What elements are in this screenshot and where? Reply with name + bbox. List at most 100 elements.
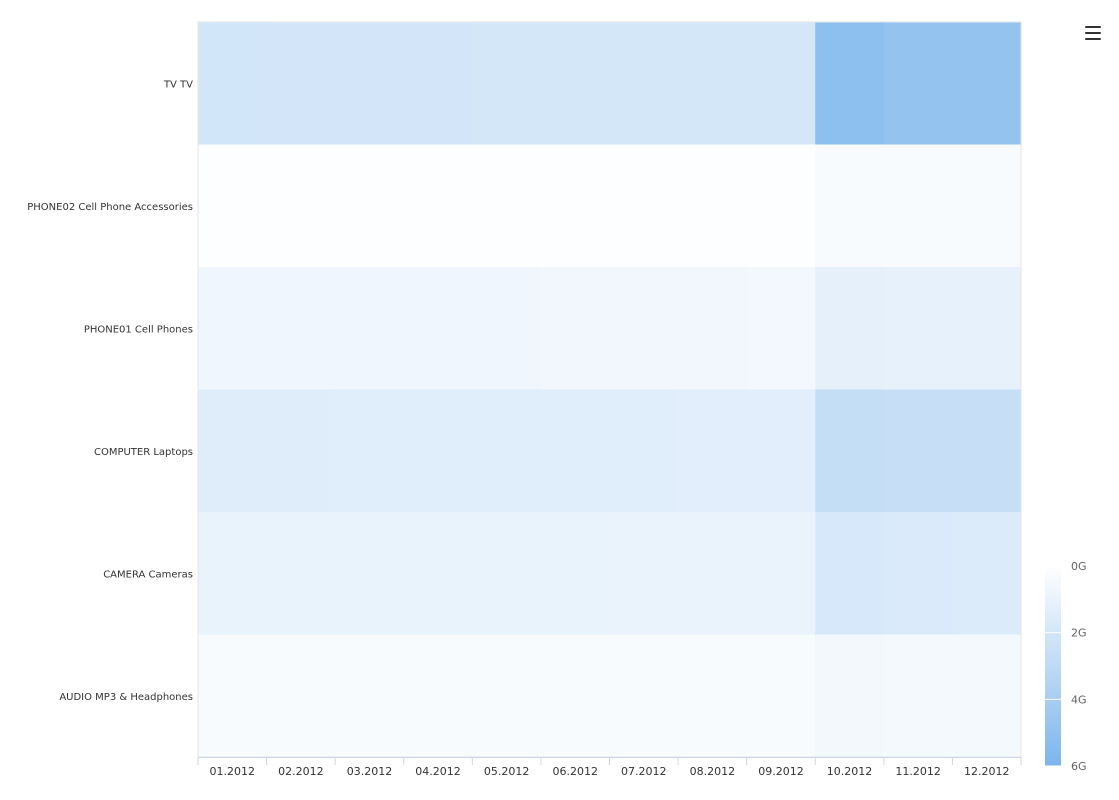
hamburger-menu-icon[interactable] <box>1081 22 1105 44</box>
x-axis-tick-label: 06.2012 <box>552 765 598 778</box>
heatmap-cell[interactable] <box>952 512 1022 636</box>
heatmap-cell[interactable] <box>266 512 336 636</box>
heatmap-cell[interactable] <box>403 634 473 758</box>
heatmap-cell[interactable] <box>815 267 885 391</box>
heatmap-cell[interactable] <box>472 512 542 636</box>
menu-bar <box>1085 26 1101 28</box>
heatmap-cell[interactable] <box>335 22 405 146</box>
heatmap-cell[interactable] <box>883 512 954 636</box>
heatmap-cell[interactable] <box>540 22 611 146</box>
x-axis-tick-label: 01.2012 <box>210 765 256 778</box>
legend-tick-label: 6G <box>1071 760 1087 773</box>
heatmap-cell[interactable] <box>472 22 542 146</box>
heatmap-cell[interactable] <box>198 144 268 268</box>
heatmap-cell[interactable] <box>266 267 336 391</box>
heatmap-cell[interactable] <box>540 144 611 268</box>
heatmap-cell[interactable] <box>403 22 473 146</box>
heatmap-cell[interactable] <box>403 512 473 636</box>
heatmap-cell[interactable] <box>335 512 405 636</box>
heatmap-cell[interactable] <box>952 634 1022 758</box>
heatmap-cell[interactable] <box>472 267 542 391</box>
heatmap-cell[interactable] <box>609 144 679 268</box>
heatmap-cell[interactable] <box>403 389 473 513</box>
heatmap-cell[interactable] <box>815 634 885 758</box>
heatmap-cell[interactable] <box>403 144 473 268</box>
heatmap-cell[interactable] <box>815 512 885 636</box>
heatmap-cell[interactable] <box>266 389 336 513</box>
heatmap-cell[interactable] <box>540 634 611 758</box>
heatmap-cell[interactable] <box>609 389 679 513</box>
x-axis-tick-label: 04.2012 <box>415 765 461 778</box>
heatmap-cell[interactable] <box>609 267 679 391</box>
heatmap-cell[interactable] <box>746 267 816 391</box>
heatmap-cell[interactable] <box>952 144 1022 268</box>
menu-bar <box>1085 32 1101 34</box>
heatmap-cell[interactable] <box>266 22 336 146</box>
heatmap-cell[interactable] <box>746 512 816 636</box>
x-axis-tick-label: 08.2012 <box>690 765 736 778</box>
x-axis-tick-label: 12.2012 <box>964 765 1010 778</box>
x-axis-tick-label: 03.2012 <box>347 765 393 778</box>
legend-tick-label: 2G <box>1071 627 1087 640</box>
heatmap-cell[interactable] <box>678 267 748 391</box>
heatmap-cell[interactable] <box>335 267 405 391</box>
heatmap-cell[interactable] <box>403 267 473 391</box>
legend-gradient-bar <box>1045 566 1061 766</box>
heatmap-cell[interactable] <box>472 144 542 268</box>
heatmap-cell[interactable] <box>472 634 542 758</box>
x-axis-tick-label: 10.2012 <box>827 765 873 778</box>
heatmap-cell[interactable] <box>540 267 611 391</box>
heatmap-cell[interactable] <box>746 634 816 758</box>
heatmap-cell[interactable] <box>952 22 1022 146</box>
heatmap-cell[interactable] <box>678 389 748 513</box>
y-axis-label: PHONE02 Cell Phone Accessories <box>27 202 193 213</box>
heatmap-cell[interactable] <box>883 22 954 146</box>
heatmap-cell[interactable] <box>198 389 268 513</box>
heatmap-cell[interactable] <box>472 389 542 513</box>
heatmap-cell[interactable] <box>678 634 748 758</box>
y-axis-label: PHONE01 Cell Phones <box>84 324 193 335</box>
heatmap-cell[interactable] <box>883 144 954 268</box>
heatmap-cell[interactable] <box>883 389 954 513</box>
heatmap-cell[interactable] <box>678 144 748 268</box>
heatmap-cell[interactable] <box>198 267 268 391</box>
heatmap-cell[interactable] <box>198 634 268 758</box>
x-axis-tick-label: 02.2012 <box>278 765 324 778</box>
heatmap-cell[interactable] <box>266 144 336 268</box>
heatmap-cell[interactable] <box>815 389 885 513</box>
x-axis-tick-label: 11.2012 <box>895 765 941 778</box>
heatmap-cell[interactable] <box>678 22 748 146</box>
heatmap-cells <box>198 22 1022 758</box>
y-axis-label: TV TV <box>163 79 193 90</box>
heatmap-cell[interactable] <box>815 144 885 268</box>
heatmap-cell[interactable] <box>746 389 816 513</box>
heatmap-cell[interactable] <box>335 144 405 268</box>
heatmap-axes: 01.2012 02.2012 03.2012 04.2012 05.2012 06.20… <box>27 21 1022 778</box>
heatmap-cell[interactable] <box>883 634 954 758</box>
heatmap-cell[interactable] <box>198 512 268 636</box>
heatmap-cell[interactable] <box>266 634 336 758</box>
heatmap-cell[interactable] <box>335 634 405 758</box>
x-axis-tick-label: 05.2012 <box>484 765 530 778</box>
heatmap-cell[interactable] <box>540 512 611 636</box>
y-axis-label: COMPUTER Laptops <box>94 447 193 458</box>
heatmap-cell[interactable] <box>678 512 748 636</box>
heatmap-cell[interactable] <box>609 634 679 758</box>
y-axis-label: CAMERA Cameras <box>103 569 193 580</box>
heatmap-cell[interactable] <box>609 512 679 636</box>
heatmap-cell[interactable] <box>952 389 1022 513</box>
heatmap-cell[interactable] <box>198 22 268 146</box>
heatmap-cell[interactable] <box>746 144 816 268</box>
heatmap-cell[interactable] <box>335 389 405 513</box>
heatmap-cell[interactable] <box>540 389 611 513</box>
heatmap-cell[interactable] <box>952 267 1022 391</box>
heatmap-cell[interactable] <box>609 22 679 146</box>
heatmap-cell[interactable] <box>883 267 954 391</box>
heatmap-cell[interactable] <box>815 22 885 146</box>
menu-bar <box>1085 38 1101 40</box>
legend-tick-label: 4G <box>1071 693 1087 706</box>
heatmap-cell[interactable] <box>746 22 816 146</box>
x-axis-tick-label: 09.2012 <box>758 765 804 778</box>
